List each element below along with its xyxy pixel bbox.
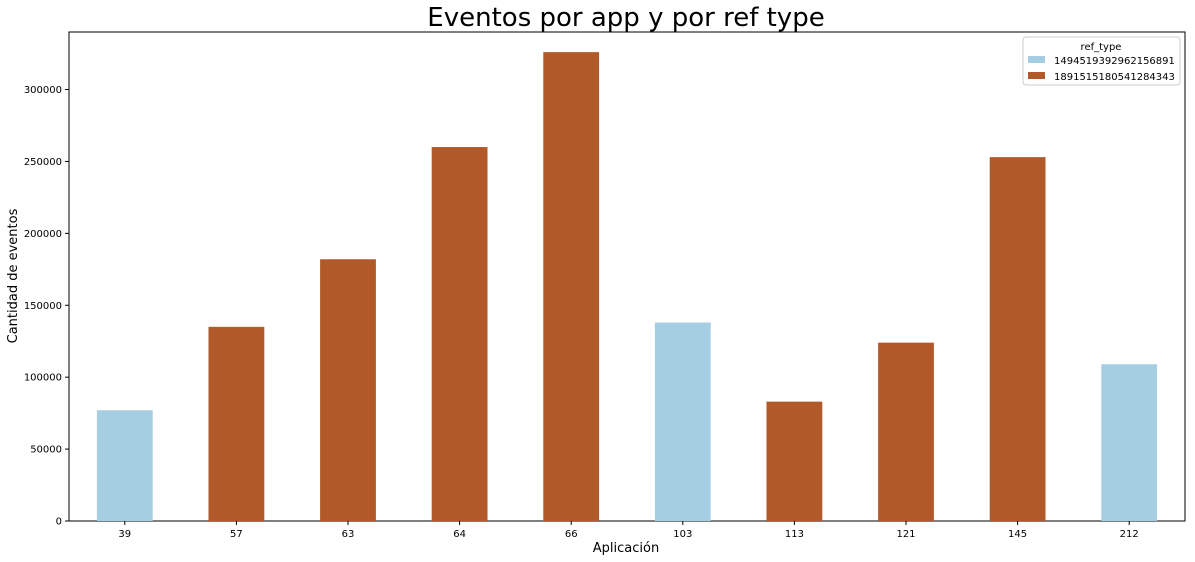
bar-145 [989,157,1046,521]
x-tick-label: 64 [453,529,466,540]
legend-label-1: 1891515180541284343 [1054,72,1175,83]
y-tick-label: 250000 [24,157,62,168]
bar-57 [208,326,265,521]
bar-212 [1101,364,1158,521]
x-axis-label: Aplicación [593,541,659,556]
plot-frame [68,31,1186,522]
x-axis: 39 57 63 64 66 103 113 121 145 212 [118,521,1139,540]
legend-box [1022,36,1181,86]
bar-121 [878,342,934,521]
x-tick-label: 121 [896,529,915,540]
y-tick-label: 50000 [30,445,62,456]
y-tick-label: 300000 [24,85,62,96]
y-axis-label: Cantidad de eventos [6,208,21,343]
bar-113 [766,401,823,521]
legend-swatch-0 [1028,56,1045,63]
x-tick-label: 63 [342,529,355,540]
x-tick-label: 145 [1008,529,1027,540]
bar-64 [431,147,488,521]
bar-103 [654,322,711,521]
bar-63 [320,259,376,521]
bar-66 [543,52,600,522]
x-tick-label: 103 [673,529,692,540]
y-tick-label: 100000 [24,373,62,384]
y-tick-label: 150000 [24,301,62,312]
y-tick-label: 0 [56,517,62,528]
y-tick-label: 200000 [24,229,62,240]
x-tick-label: 113 [785,529,804,540]
legend-swatch-1 [1028,72,1045,79]
legend: ref_type 1494519392962156891 18915151805… [1022,36,1181,86]
legend-label-0: 1494519392962156891 [1054,56,1175,67]
y-axis: 0 50000 100000 150000 200000 250000 300000 [24,85,69,528]
x-tick-label: 66 [565,529,578,540]
x-tick-label: 57 [230,529,243,540]
bar-39 [96,410,153,521]
bars-group [96,52,1158,522]
x-tick-label: 212 [1120,529,1139,540]
x-tick-label: 39 [118,529,131,540]
legend-title: ref_type [1081,42,1122,53]
chart-title: Eventos por app y por ref type [427,3,824,33]
